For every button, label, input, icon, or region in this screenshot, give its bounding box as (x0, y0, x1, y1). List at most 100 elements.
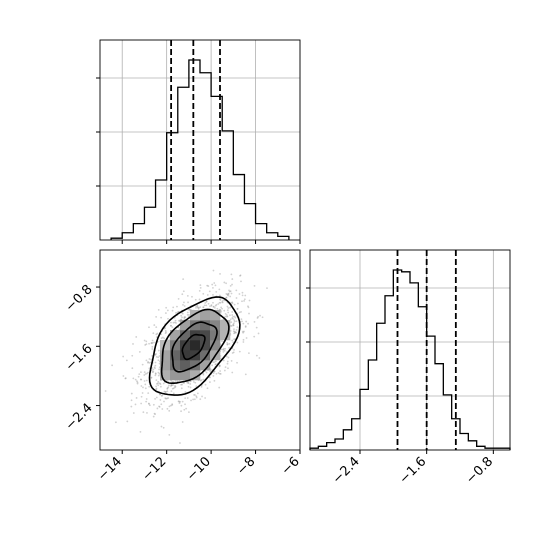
scatter-point (202, 306, 205, 309)
scatter-point (198, 298, 201, 301)
scatter-point (136, 381, 139, 384)
scatter-point (232, 351, 235, 354)
density-block (200, 360, 211, 371)
scatter-point (244, 325, 247, 328)
scatter-point (202, 306, 205, 309)
scatter-point (230, 360, 233, 362)
scatter-point (141, 363, 144, 366)
scatter-point (171, 384, 173, 387)
scatter-point (154, 397, 156, 400)
scatter-point (241, 291, 244, 294)
scatter-point (232, 322, 235, 325)
scatter-point (180, 314, 183, 317)
scatter-point (176, 380, 179, 383)
scatter-point (155, 387, 158, 390)
scatter-point (170, 321, 172, 324)
scatter-point (157, 382, 159, 385)
scatter-point (214, 284, 217, 287)
scatter-point (148, 402, 150, 405)
scatter-point (223, 369, 226, 372)
scatter-point (202, 378, 205, 381)
hist2-frame (309, 249, 511, 451)
scatter-point (214, 304, 217, 307)
scatter-point (243, 298, 246, 301)
scatter-point (140, 385, 143, 387)
scatter-point (198, 289, 201, 292)
density-block (160, 360, 171, 371)
scatter-point (145, 359, 148, 362)
scatter-point (248, 312, 250, 315)
scatter-point (216, 307, 219, 310)
density-block (210, 310, 221, 321)
scatter-point (159, 385, 162, 388)
scatter-point (247, 305, 249, 308)
scatter-point (180, 318, 183, 321)
scatter-point (226, 343, 229, 346)
scatter-point (218, 364, 221, 367)
scatter-point (161, 408, 164, 410)
density-block (200, 330, 211, 341)
scatter-point (225, 282, 227, 285)
scatter-point (196, 305, 199, 308)
density-block (180, 370, 191, 381)
scatter-point (227, 311, 230, 314)
scatter-point (156, 382, 158, 385)
scatter-point (177, 319, 180, 322)
scatter-point (233, 330, 236, 333)
scatter-point (132, 343, 134, 345)
scatter-point (147, 361, 149, 364)
scatter-point (226, 293, 229, 296)
scatter-point (148, 404, 151, 407)
scatter-point (188, 313, 190, 316)
scatter-point (157, 380, 160, 383)
scatter-point (154, 373, 157, 375)
scatter-point (226, 309, 229, 311)
scatter-point (218, 364, 221, 367)
scatter-point (240, 280, 242, 283)
scatter-point (183, 301, 185, 304)
scatter-point (227, 356, 230, 359)
scatter-point (233, 349, 235, 351)
scatter-point (231, 301, 234, 304)
scatter-point (215, 363, 217, 366)
scatter-point (111, 364, 114, 367)
contour-line (181, 333, 206, 361)
scatter-point (202, 373, 205, 376)
scatter-point (209, 381, 211, 383)
scatter-point (157, 384, 160, 387)
density-block (170, 330, 181, 341)
scatter-point (145, 379, 148, 382)
scatter-point (163, 390, 166, 393)
scatter-point (166, 387, 169, 390)
scatter-point (148, 342, 150, 345)
scatter-point (219, 372, 222, 375)
scatter-point (168, 409, 171, 412)
histogram-panel-param1 (96, 39, 301, 244)
scatter-point (231, 317, 234, 319)
density-block (210, 320, 221, 331)
scatter-point (171, 403, 174, 406)
scatter-point (164, 327, 167, 329)
scatter-point (152, 370, 155, 373)
scatter-point (150, 341, 153, 344)
scatter-point (212, 372, 215, 374)
scatter-point (209, 370, 211, 373)
scatter-point (206, 294, 209, 296)
contour-line (148, 296, 241, 396)
scatter-point (241, 320, 243, 323)
scatter-point (122, 355, 125, 358)
scatter-point (154, 367, 156, 370)
density-block (180, 340, 191, 351)
scatter-point (242, 338, 245, 341)
scatter-point (196, 392, 199, 395)
scatter-point (211, 364, 214, 367)
scatter-point (244, 373, 247, 376)
scatter-point (152, 415, 155, 418)
scatter-point (223, 349, 226, 352)
scatter-point (235, 331, 238, 334)
scatter-point (153, 412, 156, 415)
scatter-point (212, 305, 215, 308)
scatter-point (229, 318, 232, 321)
scatter-point (231, 339, 234, 342)
scatter-point (154, 374, 157, 377)
